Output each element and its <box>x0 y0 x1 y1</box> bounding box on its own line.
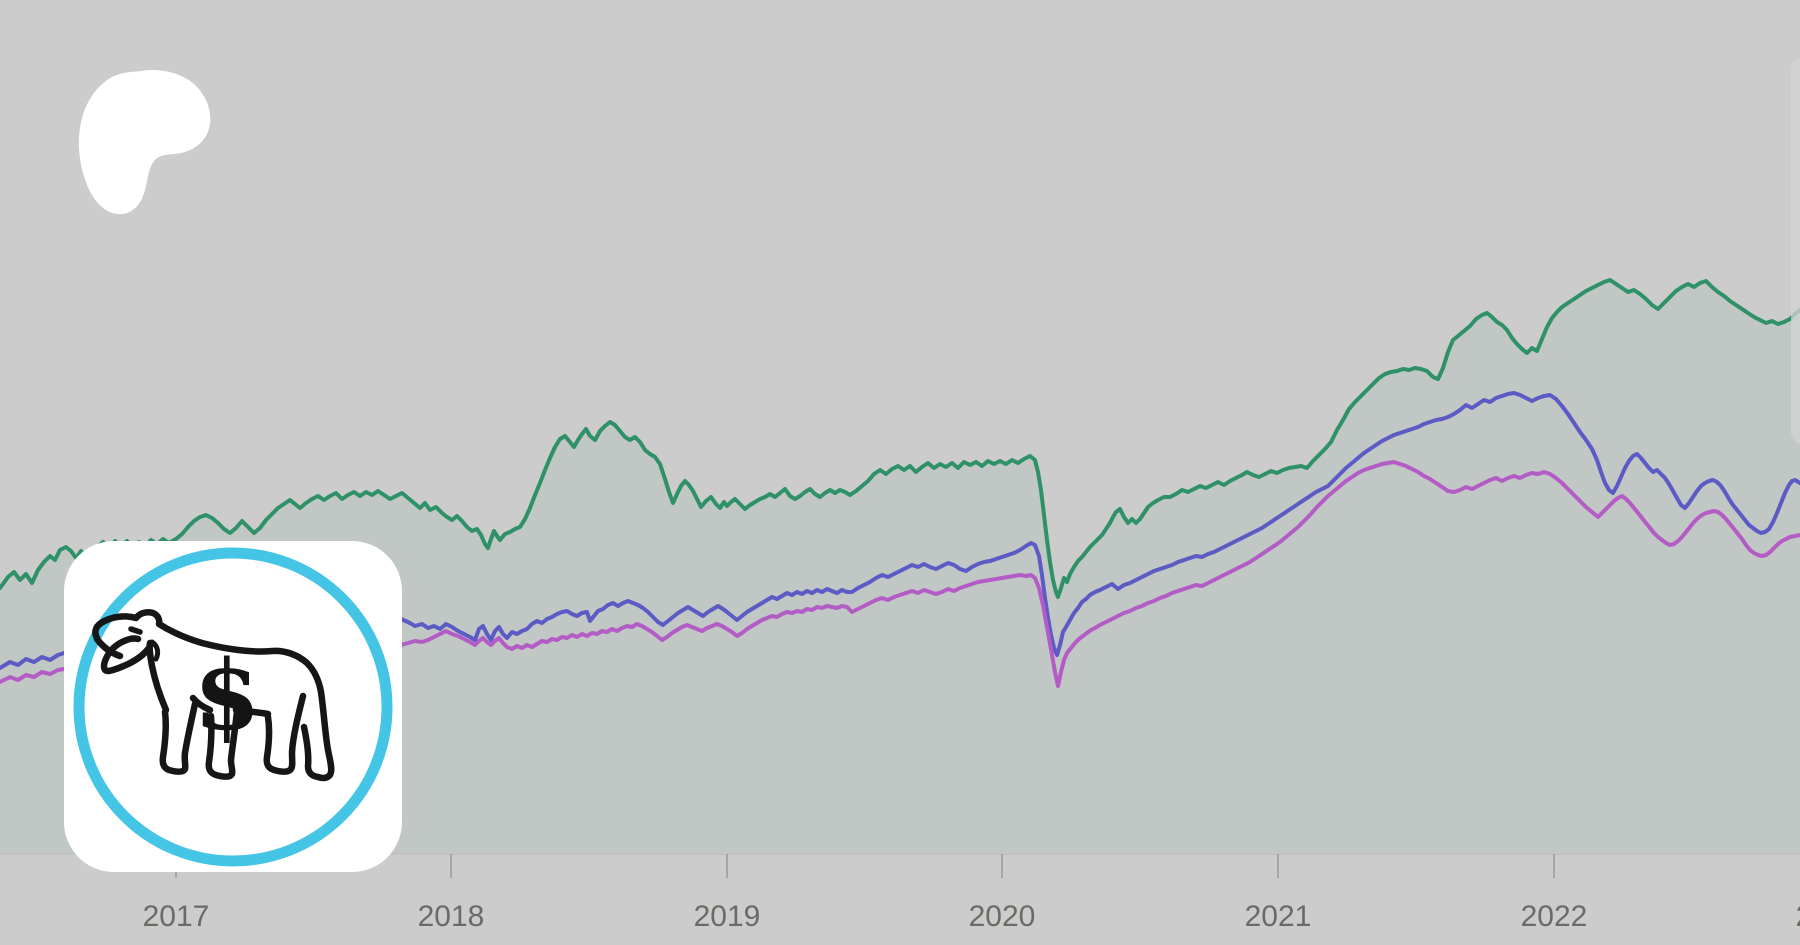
x-axis-label: 2020 <box>969 900 1036 933</box>
line-series-purple <box>0 460 1800 688</box>
x-axis-label: 2018 <box>418 900 485 933</box>
dollar-sign: $ <box>194 639 261 752</box>
x-axis-label: 2021 <box>1245 900 1312 933</box>
x-axis-label: 2019 <box>694 900 761 933</box>
polar-bear-icon <box>92 608 335 782</box>
x-axis-label: 2022 <box>1521 900 1588 933</box>
bear-dollar-logo: $ <box>64 541 402 872</box>
x-axis-label: 2023 <box>1796 900 1800 933</box>
patreon-logo-icon <box>78 70 211 215</box>
line-series-blue <box>0 391 1800 670</box>
line-series-green <box>0 278 1800 599</box>
logo-cyan-ring <box>73 547 393 867</box>
chart-layer: 2017 2018 2019 2020 2021 2022 2023 <box>0 278 1800 933</box>
x-axis-label: 2017 <box>143 900 210 933</box>
right-edge-panel-sliver <box>1791 57 1800 444</box>
area-fill-green <box>0 280 1800 854</box>
